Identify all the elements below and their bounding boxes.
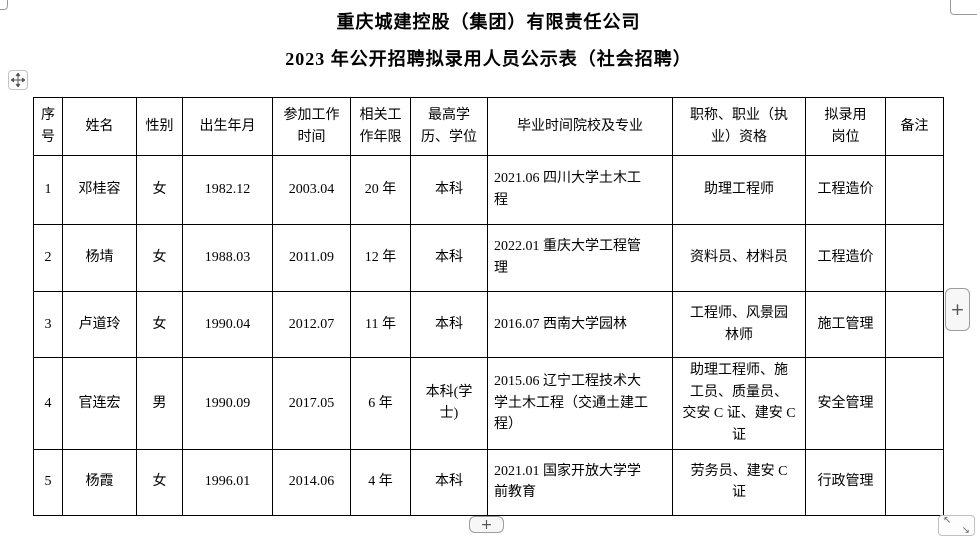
table-cell[interactable]: 2021.01 国家开放大学学 前教育: [487, 448, 673, 516]
table-header-row: 序 号姓名 性别 出生年月 参加工作 时间 相关工 作年限 最高学 历、学位 毕业时间院校及…: [33, 97, 944, 156]
column-header[interactable]: 出生年月: [182, 97, 273, 156]
table-cell[interactable]: 1982.12: [182, 155, 273, 225]
table-cell[interactable]: 本科: [410, 291, 488, 358]
table-cell[interactable]: 4: [33, 357, 63, 450]
table-cell[interactable]: 本科: [410, 448, 488, 516]
table-move-handle[interactable]: [8, 70, 28, 90]
table-cell[interactable]: [885, 155, 944, 225]
table-cell[interactable]: 资料员、材料员: [672, 224, 806, 292]
table-cell[interactable]: 1990.09: [182, 357, 273, 450]
column-header[interactable]: 职称、职业（执 业）资格: [672, 97, 806, 156]
table-cell[interactable]: 安全管理: [805, 357, 886, 450]
column-header[interactable]: 拟录用 岗位: [805, 97, 886, 156]
table-cell[interactable]: 邓桂容: [62, 155, 137, 225]
table-cell[interactable]: 1990.04: [182, 291, 273, 358]
table-cell[interactable]: [885, 291, 944, 358]
resize-arrow-se-icon: ↘: [961, 525, 970, 536]
table-cell[interactable]: 1: [33, 155, 63, 225]
table-cell[interactable]: [885, 224, 944, 292]
table-resize-handle[interactable]: ↖ ↘: [938, 515, 975, 536]
column-header[interactable]: 毕业时间院校及专业: [487, 97, 673, 156]
table-cell[interactable]: 5: [33, 448, 63, 516]
column-header[interactable]: 备注: [885, 97, 944, 156]
table-cell[interactable]: 卢道玲: [62, 291, 137, 358]
table-cell[interactable]: 20 年: [350, 155, 411, 225]
table-cell[interactable]: 劳务员、建安 C 证: [672, 448, 806, 516]
clipped-corner-fragment-top-right: [950, 0, 977, 15]
table-cell[interactable]: 行政管理: [805, 448, 886, 516]
table-cell[interactable]: 助理工程师: [672, 155, 806, 225]
column-header[interactable]: 相关工 作年限: [350, 97, 411, 156]
table-cell[interactable]: 4 年: [350, 448, 411, 516]
table-cell[interactable]: 男: [136, 357, 183, 450]
table-row: 4 官连宏男 1990.09 2017.05 6 年本科(学 士) 2015.06 辽宁工…: [33, 357, 944, 450]
table-cell[interactable]: 本科(学 士): [410, 357, 488, 450]
clipped-corner-fragment-top-left: [0, 0, 8, 10]
column-header[interactable]: 姓名: [62, 97, 137, 156]
table-cell[interactable]: 1988.03: [182, 224, 273, 292]
column-header[interactable]: 最高学 历、学位: [410, 97, 488, 156]
table-cell[interactable]: 本科: [410, 155, 488, 225]
plus-icon: +: [950, 299, 965, 320]
table-row: 5 杨霞女 1996.01 2014.06 4 年本科 2021.01 国家开放大学学 前…: [33, 448, 944, 516]
table-cell[interactable]: [885, 357, 944, 450]
table-cell[interactable]: 2017.05: [272, 357, 351, 450]
table-cell[interactable]: 2021.06 四川大学土木工 程: [487, 155, 673, 225]
table-cell[interactable]: 2022.01 重庆大学工程管 理: [487, 224, 673, 292]
table-cell[interactable]: 6 年: [350, 357, 411, 450]
table-cell[interactable]: 工程造价: [805, 155, 886, 225]
table-cell[interactable]: 2014.06: [272, 448, 351, 516]
insert-row-button[interactable]: +: [469, 516, 504, 533]
table-cell[interactable]: 工程造价: [805, 224, 886, 292]
table-cell[interactable]: 1996.01: [182, 448, 273, 516]
table-cell[interactable]: 2: [33, 224, 63, 292]
page-subtitle: 2023 年公开招聘拟录用人员公示表（社会招聘）: [285, 49, 692, 69]
table-cell[interactable]: [885, 448, 944, 516]
insert-column-button[interactable]: +: [945, 288, 970, 331]
move-icon: [11, 73, 25, 87]
table-cell[interactable]: 杨霞: [62, 448, 137, 516]
table-cell[interactable]: 2003.04: [272, 155, 351, 225]
table-cell[interactable]: 女: [136, 291, 183, 358]
column-header[interactable]: 性别: [136, 97, 183, 156]
document-header: 重庆城建控股（集团）有限责任公司 2023 年公开招聘拟录用人员公示表（社会招聘…: [0, 8, 977, 71]
table-cell[interactable]: 女: [136, 448, 183, 516]
plus-icon: +: [480, 516, 493, 533]
table-cell[interactable]: 2011.09: [272, 224, 351, 292]
resize-arrow-nw-icon: ↖: [943, 515, 952, 526]
table-cell[interactable]: 11 年: [350, 291, 411, 358]
table-cell[interactable]: 女: [136, 155, 183, 225]
table-cell[interactable]: 本科: [410, 224, 488, 292]
table-row: 2 杨埥女 1988.03 2011.09 12 年本科 2022.01 重庆大学工程管 …: [33, 224, 944, 292]
table-cell[interactable]: 杨埥: [62, 224, 137, 292]
table-cell[interactable]: 12 年: [350, 224, 411, 292]
table-cell[interactable]: 2015.06 辽宁工程技术大 学土木工程（交通土建工 程）: [487, 357, 673, 450]
table-cell[interactable]: 2012.07: [272, 291, 351, 358]
table-cell[interactable]: 施工管理: [805, 291, 886, 358]
table-cell[interactable]: 助理工程师、施 工员、质量员、 交安 C 证、建安 C 证: [672, 357, 806, 450]
table-header: 序 号姓名 性别 出生年月 参加工作 时间 相关工 作年限 最高学 历、学位 毕业时间院校及…: [33, 97, 944, 156]
table-cell[interactable]: 2016.07 西南大学园林: [487, 291, 673, 358]
table-cell[interactable]: 女: [136, 224, 183, 292]
column-header[interactable]: 序 号: [33, 97, 63, 156]
table-cell[interactable]: 官连宏: [62, 357, 137, 450]
table-body: 1 邓桂容女 1982.12 2003.04 20 年本科 2021.06 四川大学土木工…: [33, 155, 944, 516]
column-header[interactable]: 参加工作 时间: [272, 97, 351, 156]
table-cell[interactable]: 工程师、风景园 林师: [672, 291, 806, 358]
page-title: 重庆城建控股（集团）有限责任公司: [336, 12, 641, 32]
table-cell[interactable]: 3: [33, 291, 63, 358]
recruitment-table: 序 号姓名 性别 出生年月 参加工作 时间 相关工 作年限 最高学 历、学位 毕业时间院校及…: [33, 97, 944, 516]
table-row: 3 卢道玲女 1990.04 2012.07 11 年本科 2016.07 西南大学园林工…: [33, 291, 944, 358]
table-row: 1 邓桂容女 1982.12 2003.04 20 年本科 2021.06 四川大学土木工…: [33, 155, 944, 225]
